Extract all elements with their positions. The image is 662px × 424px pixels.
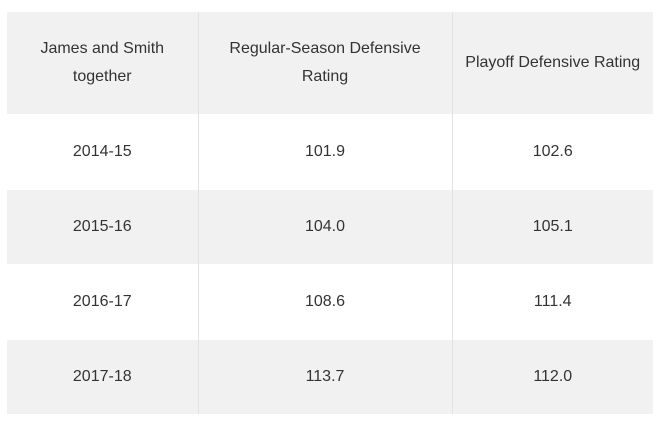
defensive-rating-table: James and Smith together Regular-Season … xyxy=(7,12,653,414)
header-seasons-together: James and Smith together xyxy=(40,40,165,85)
playoff-rating-cell: 102.6 xyxy=(451,114,653,190)
season-cell: 2016-17 xyxy=(72,293,132,310)
table-row: 2017-18 113.7 112.0 xyxy=(7,340,653,414)
regular-season-rating-cell: 108.6 xyxy=(197,264,452,340)
regular-season-rating-cell: 101.9 xyxy=(197,114,452,190)
season-cell: 2015-16 xyxy=(72,218,132,235)
playoff-rating-cell: 111.4 xyxy=(451,264,653,340)
table-header: James and Smith together Regular-Season … xyxy=(7,12,653,114)
table-row: 2014-15 101.9 102.6 xyxy=(7,114,653,190)
header-regular-season-defensive-rating: Regular-Season Defensive Rating xyxy=(197,12,452,114)
season-cell: 2014-15 xyxy=(72,143,132,160)
table-body: 2014-15 101.9 102.6 2015-16 104.0 105.1 … xyxy=(7,114,653,414)
table-row: 2015-16 104.0 105.1 xyxy=(7,190,653,264)
regular-season-rating-cell: 104.0 xyxy=(197,190,452,264)
regular-season-rating-cell: 113.7 xyxy=(197,340,452,414)
header-playoff-defensive-rating: Playoff Defensive Rating xyxy=(451,12,653,114)
playoff-rating-cell: 105.1 xyxy=(451,190,653,264)
playoff-rating-cell: 112.0 xyxy=(451,340,653,414)
season-cell: 2017-18 xyxy=(72,368,132,385)
header-row: James and Smith together Regular-Season … xyxy=(7,12,653,114)
table-row: 2016-17 108.6 111.4 xyxy=(7,264,653,340)
